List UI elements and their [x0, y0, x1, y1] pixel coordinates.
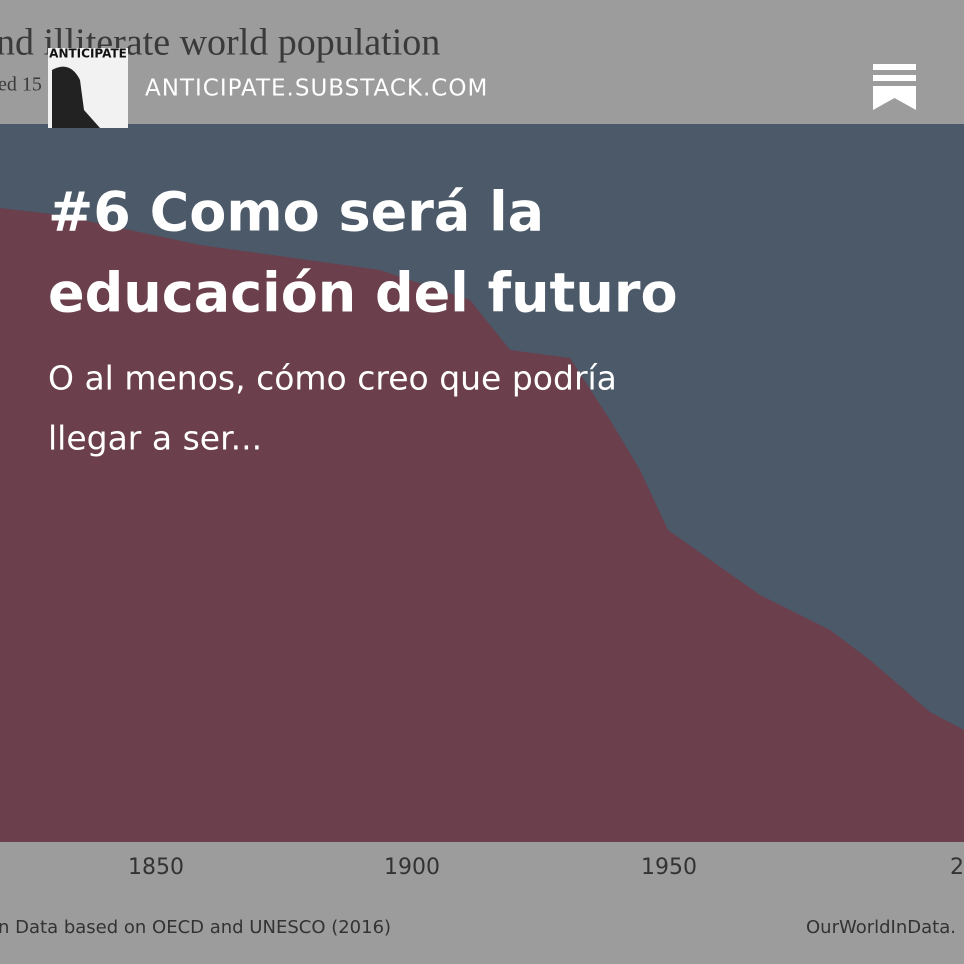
illiterate-area [0, 208, 964, 842]
post-subtitle: llegar a ser... [48, 419, 262, 458]
domain: ANTICIPATE.SUBSTACK.COM [145, 76, 488, 102]
axis-label: 1950 [641, 855, 697, 880]
logo: ANTICIPATE [48, 47, 128, 128]
post-title: #6 Como será la [48, 181, 544, 244]
bookmark-icon [873, 64, 916, 110]
logo-text: ANTICIPATE [49, 47, 127, 61]
axis-label: 1900 [384, 855, 440, 880]
axis-label: 1850 [128, 855, 184, 880]
axis-label: 2 [950, 855, 964, 880]
icon-bar [873, 64, 916, 70]
bg-source: n Data based on OECD and UNESCO (2016) [0, 917, 391, 938]
icon-bar [873, 75, 916, 81]
post-subtitle: O al menos, cómo creo que podría [48, 359, 617, 398]
bg-credit: OurWorldInData. [806, 917, 956, 938]
logo-figure [52, 66, 100, 128]
bg-subtitle: ed 15 [0, 74, 42, 96]
post-title: educación del futuro [48, 262, 678, 325]
icon-flag [873, 86, 916, 110]
